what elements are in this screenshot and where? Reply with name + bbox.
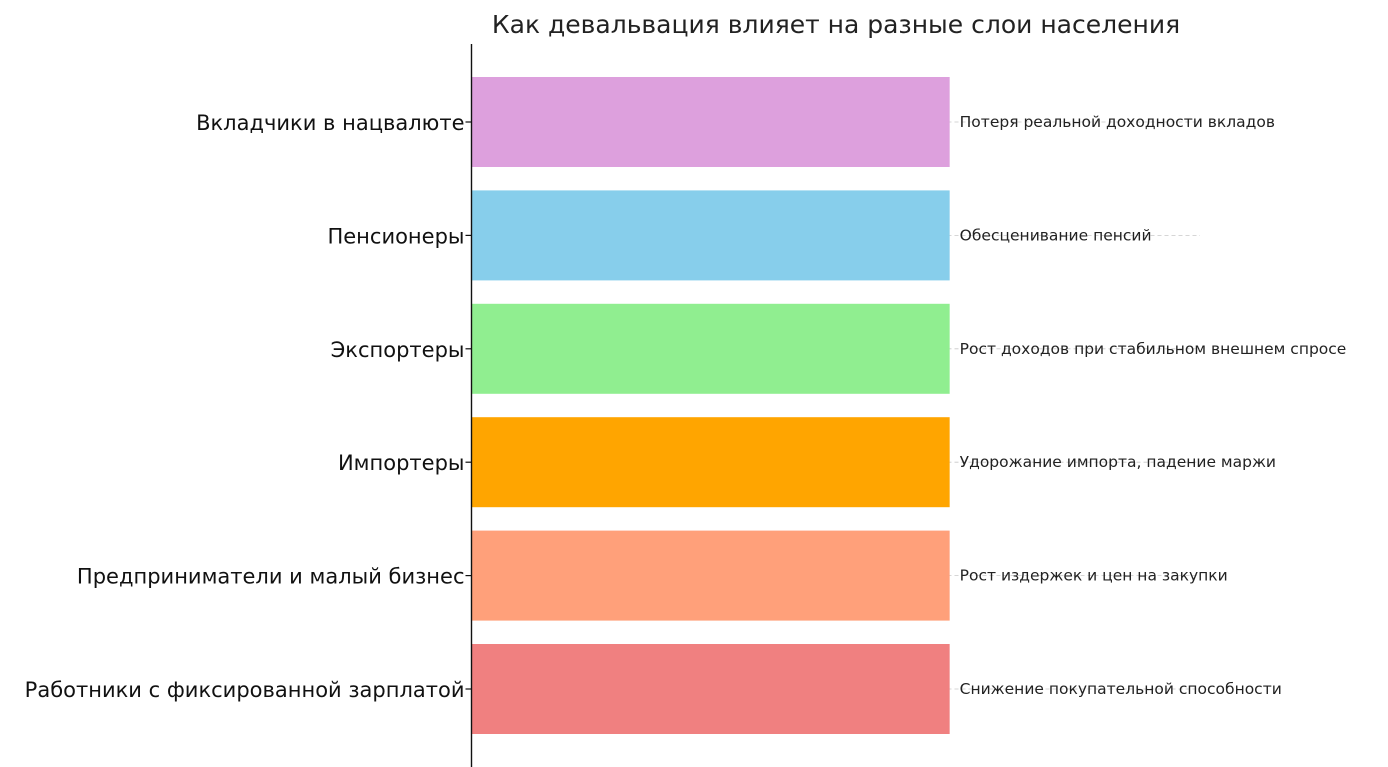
bar-annotation: Обесценивание пенсий bbox=[960, 226, 1152, 244]
category-label: Предприниматели и малый бизнес bbox=[77, 565, 465, 589]
category-labels: Вкладчики в нацвалюте Пенсионеры Экспортер… bbox=[25, 111, 472, 702]
category-label: Вкладчики в нацвалюте bbox=[196, 111, 464, 135]
bar-annotation: Рост издержек и цен на закупки bbox=[960, 567, 1228, 585]
category-label: Работники с фиксированной зарплатой bbox=[25, 678, 465, 702]
bar-annotation: Снижение покупательной способности bbox=[960, 680, 1282, 698]
bar bbox=[471, 417, 950, 508]
bar-annotation: Удорожание импорта, падение маржи bbox=[960, 453, 1276, 471]
chart-title: Как девальвация влияет на разные слои на… bbox=[492, 10, 1180, 39]
category-label: Импортеры bbox=[338, 451, 465, 475]
bar bbox=[471, 77, 950, 167]
bar bbox=[471, 644, 950, 734]
bars-layer bbox=[471, 77, 950, 734]
bar-annotation: Потеря реальной доходности вкладов bbox=[960, 113, 1275, 131]
bar-annotations: Потеря реальной доходности вкладов Обесце… bbox=[960, 113, 1347, 698]
bar bbox=[471, 530, 950, 621]
bar-annotation: Рост доходов при стабильном внешнем спро… bbox=[960, 340, 1347, 358]
bar bbox=[471, 190, 950, 281]
bar bbox=[471, 303, 950, 394]
category-label: Пенсионеры bbox=[327, 224, 464, 248]
category-label: Экспортеры bbox=[331, 338, 465, 362]
